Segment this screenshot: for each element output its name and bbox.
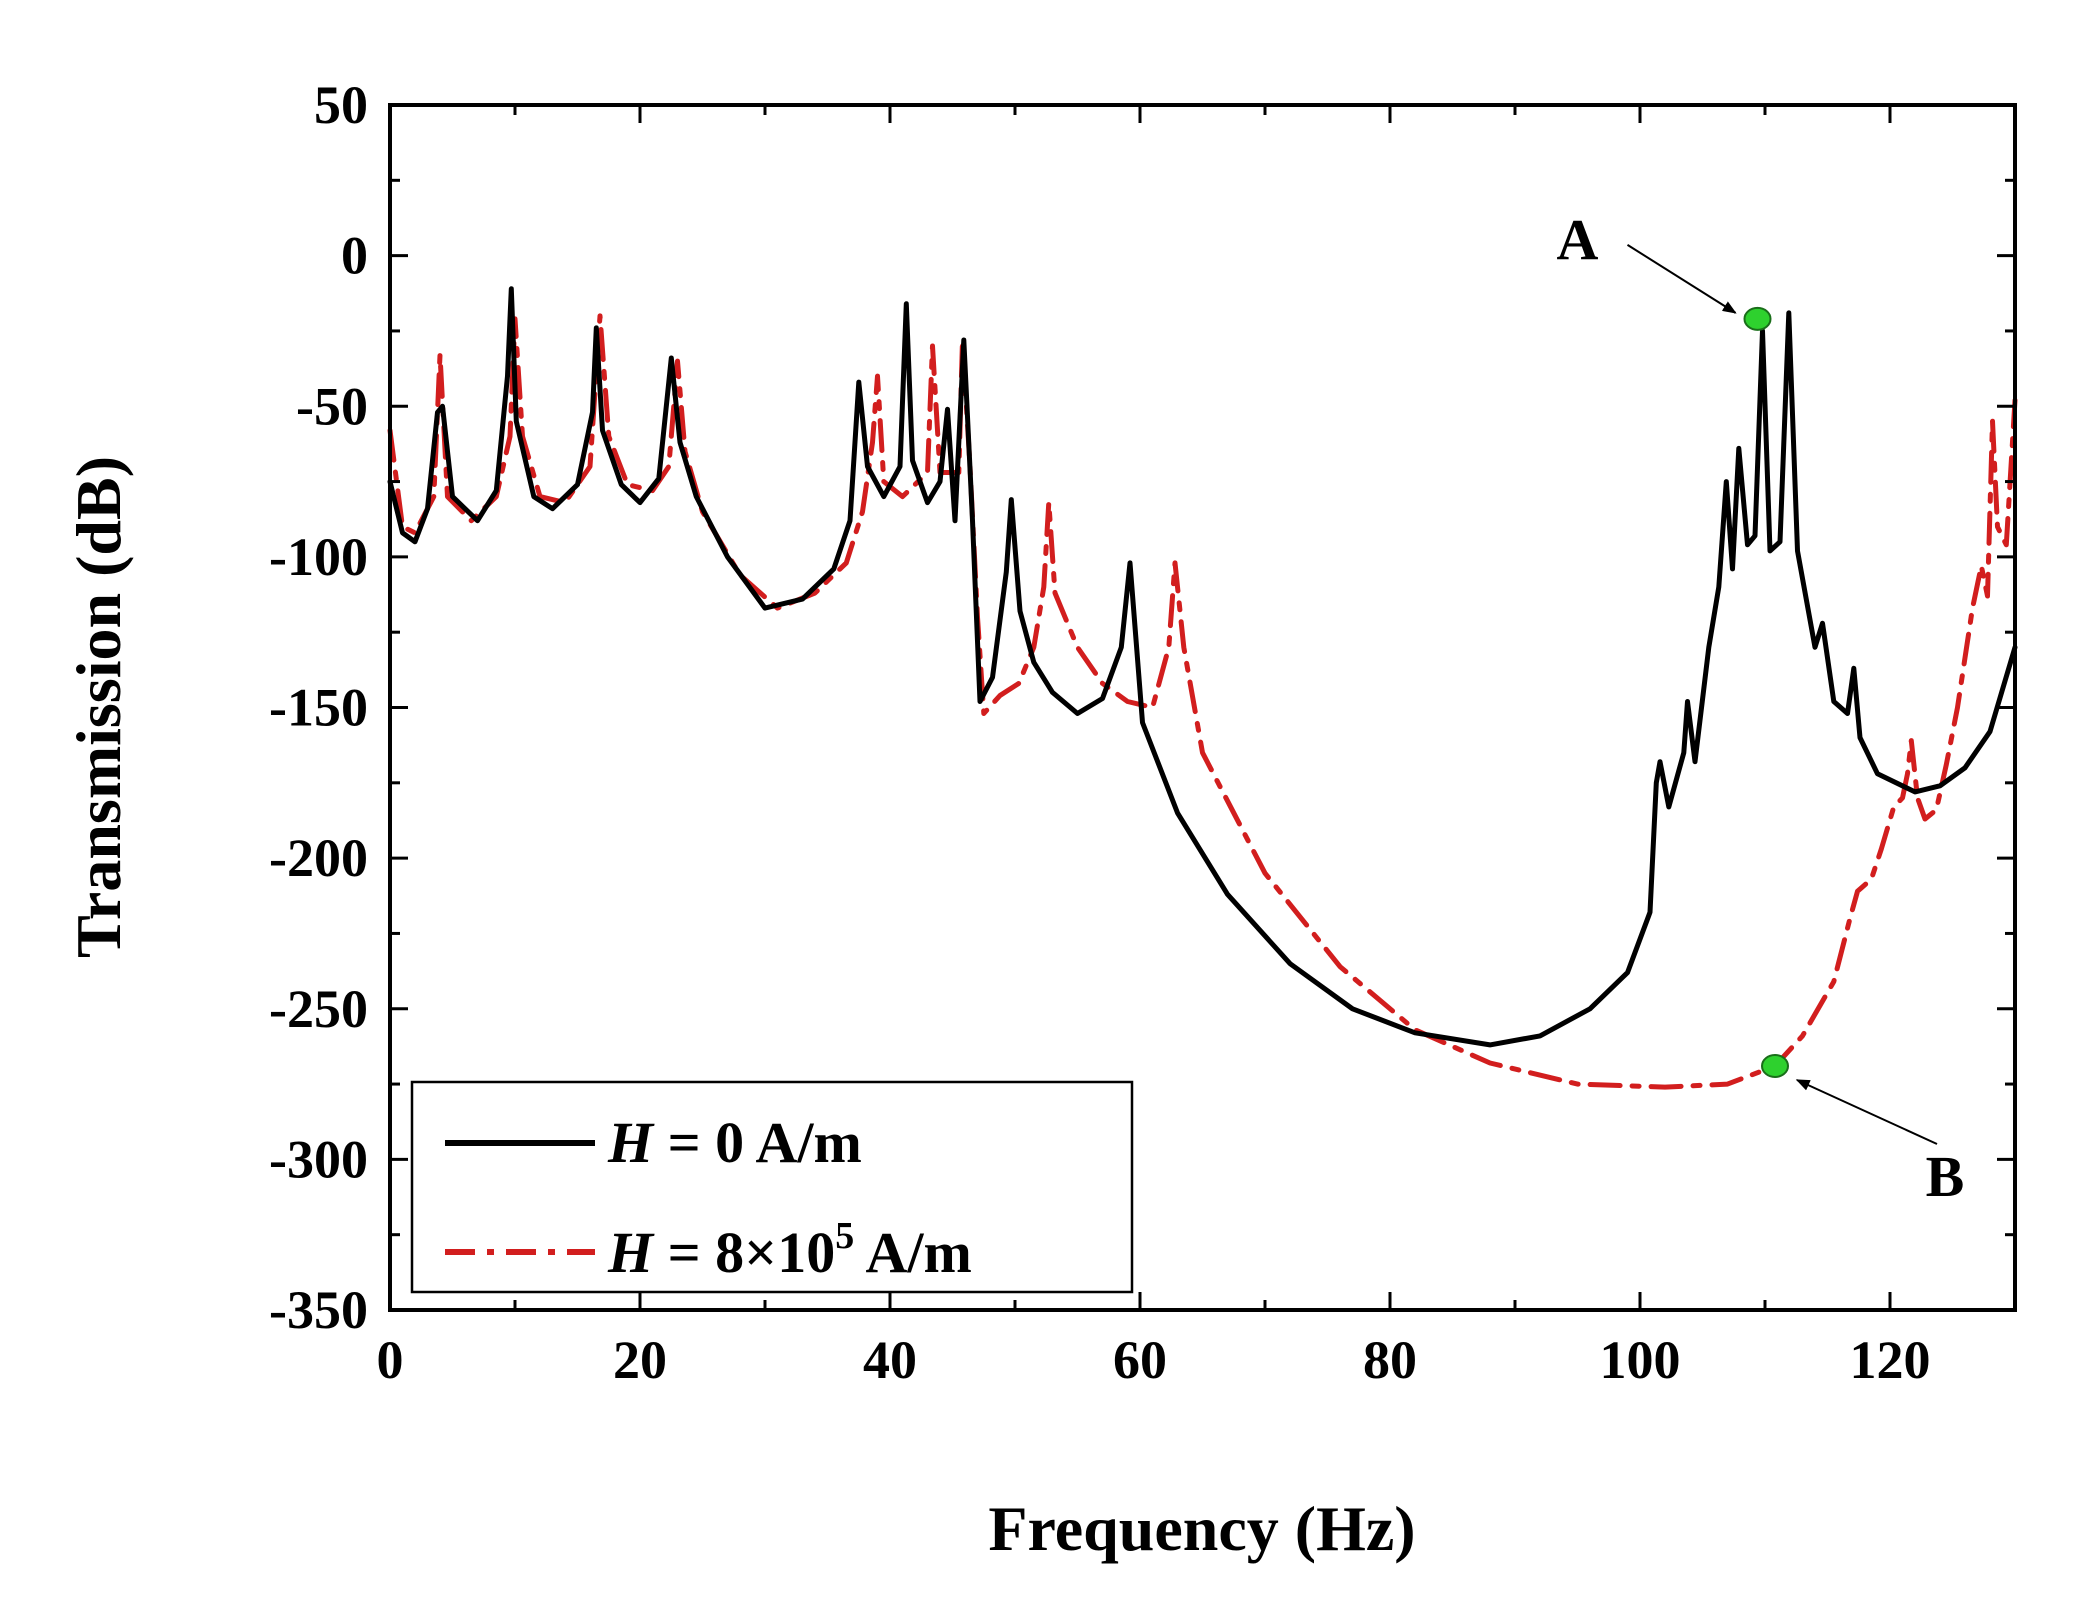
annotation-marker-b — [1761, 1053, 1789, 1078]
x-tick-label: 40 — [863, 1330, 917, 1390]
y-tick-label: -300 — [269, 1129, 368, 1189]
y-tick-label: -200 — [269, 828, 368, 888]
y-tick-label: -350 — [269, 1280, 368, 1340]
y-tick-label: 50 — [314, 75, 368, 135]
annotation-arrow-b — [1795, 1079, 1938, 1145]
x-tick-label: 0 — [377, 1330, 404, 1390]
annotation-label-a: A — [1557, 207, 1599, 272]
y-tick-label: -50 — [296, 376, 368, 436]
y-tick-label: -150 — [269, 678, 368, 738]
ticklabel-layer: 0 20 40 60 80 100 120 50 0 -50 -100 -150 -200 -250 -30… — [269, 75, 1930, 1390]
y-axis-title: Transmission (dB) — [63, 456, 134, 958]
annotation-label-b: B — [1926, 1144, 1965, 1209]
x-tick-label: 80 — [1363, 1330, 1417, 1390]
y-tick-label: -250 — [269, 979, 368, 1039]
x-tick-label: 20 — [613, 1330, 667, 1390]
x-tick-label: 100 — [1600, 1330, 1681, 1390]
annotation-arrow-a — [1626, 244, 1737, 314]
series-line-h0 — [387, 286, 2018, 1048]
annotation-marker-a — [1743, 306, 1772, 331]
legend-box — [410, 1080, 1134, 1294]
legend-label-h0: H = 0 A/m — [607, 1110, 862, 1175]
annotation-layer: AB — [1557, 207, 1965, 1209]
series-line-h8e5 — [387, 313, 2018, 1090]
x-tick-label: 60 — [1113, 1330, 1167, 1390]
x-tick-label: 120 — [1850, 1330, 1931, 1390]
x-axis-title: Frequency (Hz) — [988, 1493, 1415, 1564]
y-tick-label: 0 — [341, 226, 368, 286]
legend: H = 0 A/m H = 8×105 A/m — [410, 1080, 1134, 1294]
y-tick-label: -100 — [269, 527, 368, 587]
series-layer — [387, 286, 2018, 1090]
tick-layer — [388, 103, 2015, 1312]
legend-label-h8e5: H = 8×105 A/m — [607, 1215, 972, 1285]
